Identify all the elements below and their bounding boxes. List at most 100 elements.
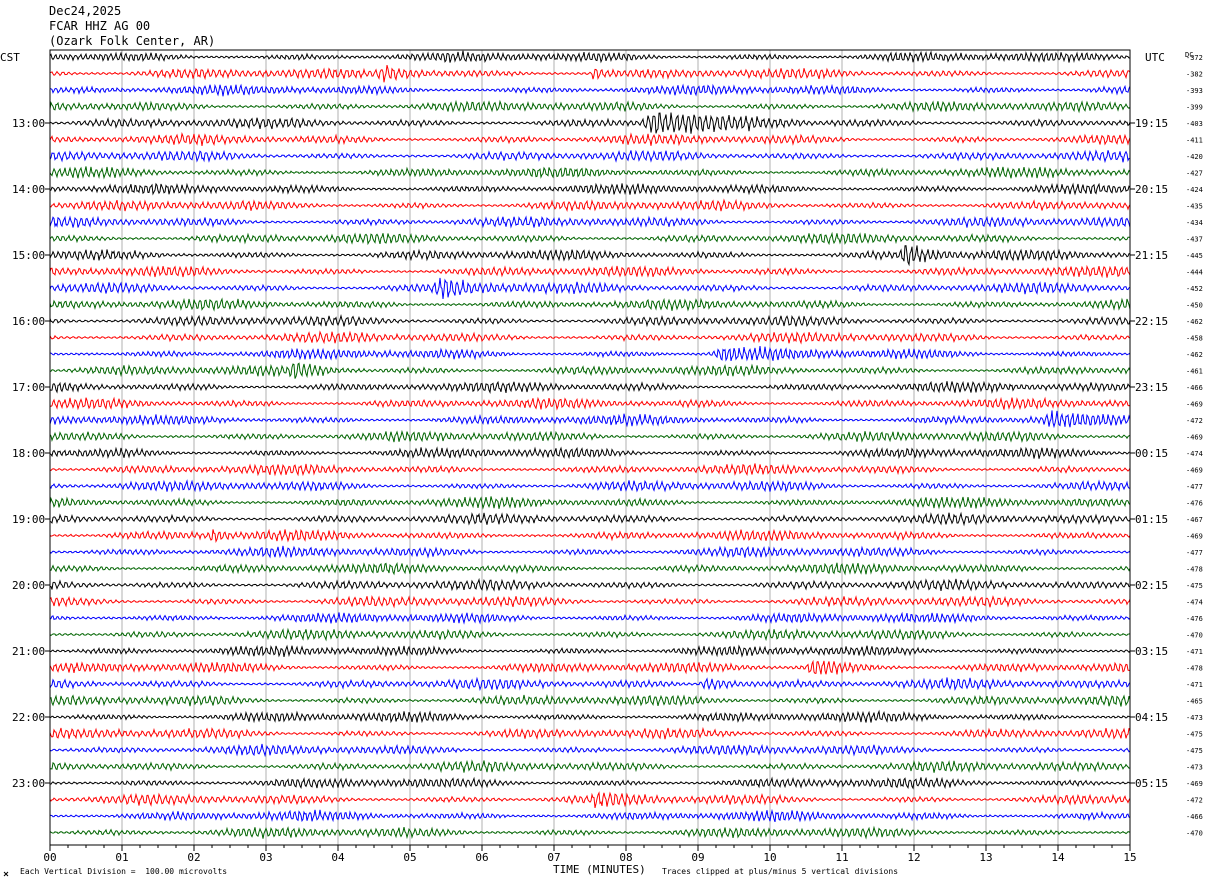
dc-offset-label: -437 xyxy=(1186,236,1203,244)
dc-offset-label: -473 xyxy=(1186,764,1203,772)
trace-line xyxy=(50,362,1131,379)
trace-line xyxy=(49,297,1131,312)
dc-offset-label: -477 xyxy=(1186,549,1203,557)
dc-offset-label: -393 xyxy=(1186,87,1203,95)
utc-axis-title: UTC xyxy=(1145,51,1165,64)
dc-offset-label: -473 xyxy=(1186,714,1203,722)
x-tick-label: 02 xyxy=(187,851,200,864)
dc-offset-label: -475 xyxy=(1186,747,1203,755)
x-tick-label: 03 xyxy=(259,851,272,864)
dc-offset-label: -445 xyxy=(1186,252,1203,260)
x-tick-label: 14 xyxy=(1051,851,1065,864)
trace-group xyxy=(49,50,1131,840)
cst-tick-label: 18:00 xyxy=(12,447,45,460)
cst-tick-label: 19:00 xyxy=(12,513,45,526)
dc-offset-label: -466 xyxy=(1186,384,1203,392)
utc-tick-label: 02:15 xyxy=(1135,579,1168,592)
x-tick-label: 05 xyxy=(403,851,416,864)
dc-offset-label: -424 xyxy=(1186,186,1203,194)
x-tick-label: 09 xyxy=(691,851,704,864)
cst-tick-label: 15:00 xyxy=(12,249,45,262)
utc-tick-label: 01:15 xyxy=(1135,513,1168,526)
dc-offset-label: -399 xyxy=(1186,104,1203,112)
trace-line xyxy=(49,215,1131,229)
dc-offset-label: -435 xyxy=(1186,203,1203,211)
dc-offset-label: -420 xyxy=(1186,153,1203,161)
trace-line xyxy=(49,676,1131,692)
footnote-clipping: Traces clipped at plus/minus 5 vertical … xyxy=(662,867,899,876)
utc-tick-label: 19:15 xyxy=(1135,117,1168,130)
trace-line xyxy=(49,99,1131,114)
utc-tick-label: 20:15 xyxy=(1135,183,1168,196)
corner-mark-icon xyxy=(3,871,9,877)
x-tick-label: 13 xyxy=(979,851,992,864)
trace-line xyxy=(49,277,1131,300)
dc-offset-label: -462 xyxy=(1186,318,1203,326)
dc-offset-label: -469 xyxy=(1186,780,1203,788)
trace-line xyxy=(49,808,1131,823)
trace-line xyxy=(49,131,1131,147)
x-tick-label: 08 xyxy=(619,851,632,864)
dc-offset-label: -403 xyxy=(1186,120,1203,128)
utc-tick-label: 04:15 xyxy=(1135,711,1168,724)
dc-offset-label: -478 xyxy=(1186,665,1203,673)
dc-offset-label: -382 xyxy=(1186,71,1203,79)
cst-tick-label: 20:00 xyxy=(12,579,45,592)
dc-offset-label: -444 xyxy=(1186,269,1203,277)
trace-line xyxy=(49,83,1131,97)
dc-offset-label: -465 xyxy=(1186,698,1203,706)
cst-tick-label: 22:00 xyxy=(12,711,45,724)
trace-line xyxy=(49,659,1131,675)
trace-line xyxy=(49,264,1131,279)
cst-tick-label: 17:00 xyxy=(12,381,45,394)
dc-offset-label: -450 xyxy=(1186,302,1203,310)
trace-line xyxy=(49,396,1131,411)
dc-offset-label: -466 xyxy=(1186,813,1203,821)
trace-line xyxy=(49,64,1131,83)
header-date: Dec24,2025 xyxy=(49,4,122,18)
x-tick-label: 01 xyxy=(115,851,128,864)
dc-offset-label: -467 xyxy=(1186,516,1203,524)
trace-line xyxy=(49,627,1131,642)
trace-line xyxy=(49,825,1131,840)
dc-offset-label: -475 xyxy=(1186,582,1203,590)
x-axis-label: TIME (MINUTES) xyxy=(553,863,646,876)
trace-line xyxy=(49,198,1131,213)
trace-line xyxy=(49,330,1131,345)
trace-line xyxy=(49,528,1131,543)
plot-grid xyxy=(121,50,1059,845)
trace-line xyxy=(49,446,1130,460)
trace-line xyxy=(49,644,1131,658)
header-station: FCAR HHZ AG 00 xyxy=(49,19,151,33)
dc-offset-label: -469 xyxy=(1186,533,1203,541)
x-tick-label: 06 xyxy=(475,851,488,864)
header-location: (Ozark Folk Center, AR) xyxy=(49,34,216,48)
dc-offset-label: -462 xyxy=(1186,351,1203,359)
dc-offset-label: -470 xyxy=(1186,632,1203,640)
dc-offset-label: -476 xyxy=(1186,615,1203,623)
utc-tick-label: 21:15 xyxy=(1135,249,1168,262)
utc-tick-label: 23:15 xyxy=(1135,381,1168,394)
dc-offset-label: -427 xyxy=(1186,170,1203,178)
utc-tick-label: 03:15 xyxy=(1135,645,1168,658)
x-tick-label: 12 xyxy=(907,851,920,864)
dc-offset-label: -469 xyxy=(1186,401,1203,409)
trace-line xyxy=(49,743,1131,758)
x-tick-label: 04 xyxy=(331,851,345,864)
trace-line xyxy=(49,776,1131,790)
trace-line xyxy=(49,759,1131,774)
utc-tick-label: 00:15 xyxy=(1135,447,1168,460)
trace-line xyxy=(49,562,1131,576)
x-tick-label: 11 xyxy=(835,851,848,864)
dc-offset-label: -411 xyxy=(1186,137,1203,145)
plot-frame xyxy=(49,49,1131,846)
cst-tick-label: 21:00 xyxy=(12,645,45,658)
trace-line xyxy=(49,410,1131,429)
trace-line xyxy=(49,791,1131,809)
footnote-division: Each Vertical Division = 100.00 microvol… xyxy=(20,867,228,876)
trace-line xyxy=(49,496,1131,510)
trace-line xyxy=(49,577,1131,592)
trace-line xyxy=(49,245,1131,267)
trace-line xyxy=(49,545,1131,559)
